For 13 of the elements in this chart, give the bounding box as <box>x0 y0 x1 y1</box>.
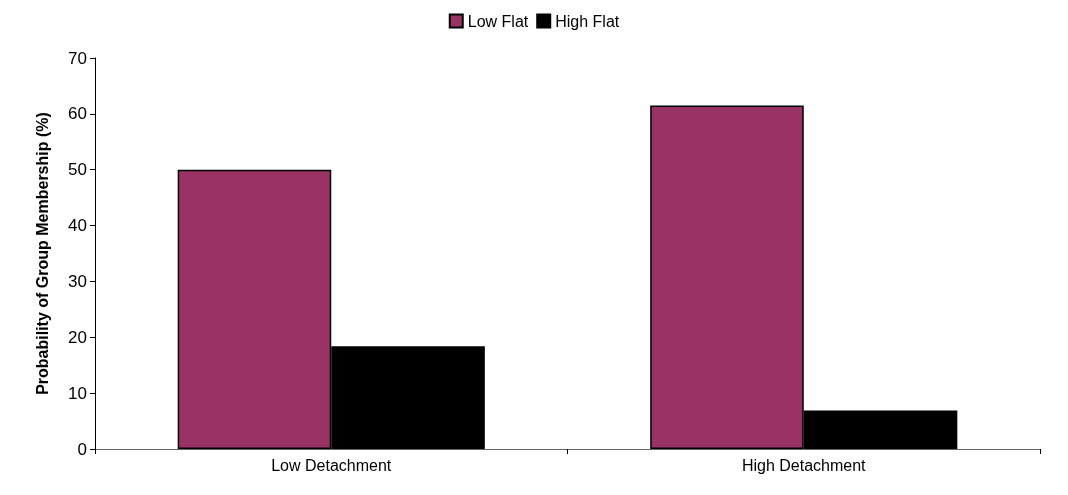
y-tick-label: 10 <box>68 383 87 403</box>
legend-label: High Flat <box>555 12 620 30</box>
y-tick-label: 20 <box>68 327 87 347</box>
x-tick-label: Low Detachment <box>271 456 392 474</box>
legend-label: Low Flat <box>467 12 529 30</box>
y-tick-label: 30 <box>68 271 87 291</box>
y-tick-label: 70 <box>68 48 87 68</box>
y-axis-title: Probability of Group Membership (%) <box>33 112 51 395</box>
x-tick-label: High Detachment <box>741 456 867 474</box>
y-tick-label: 50 <box>68 160 87 180</box>
y-tick-label: 40 <box>68 216 87 236</box>
y-tick-label: 60 <box>68 104 87 124</box>
y-tick-label: 0 <box>77 439 87 459</box>
